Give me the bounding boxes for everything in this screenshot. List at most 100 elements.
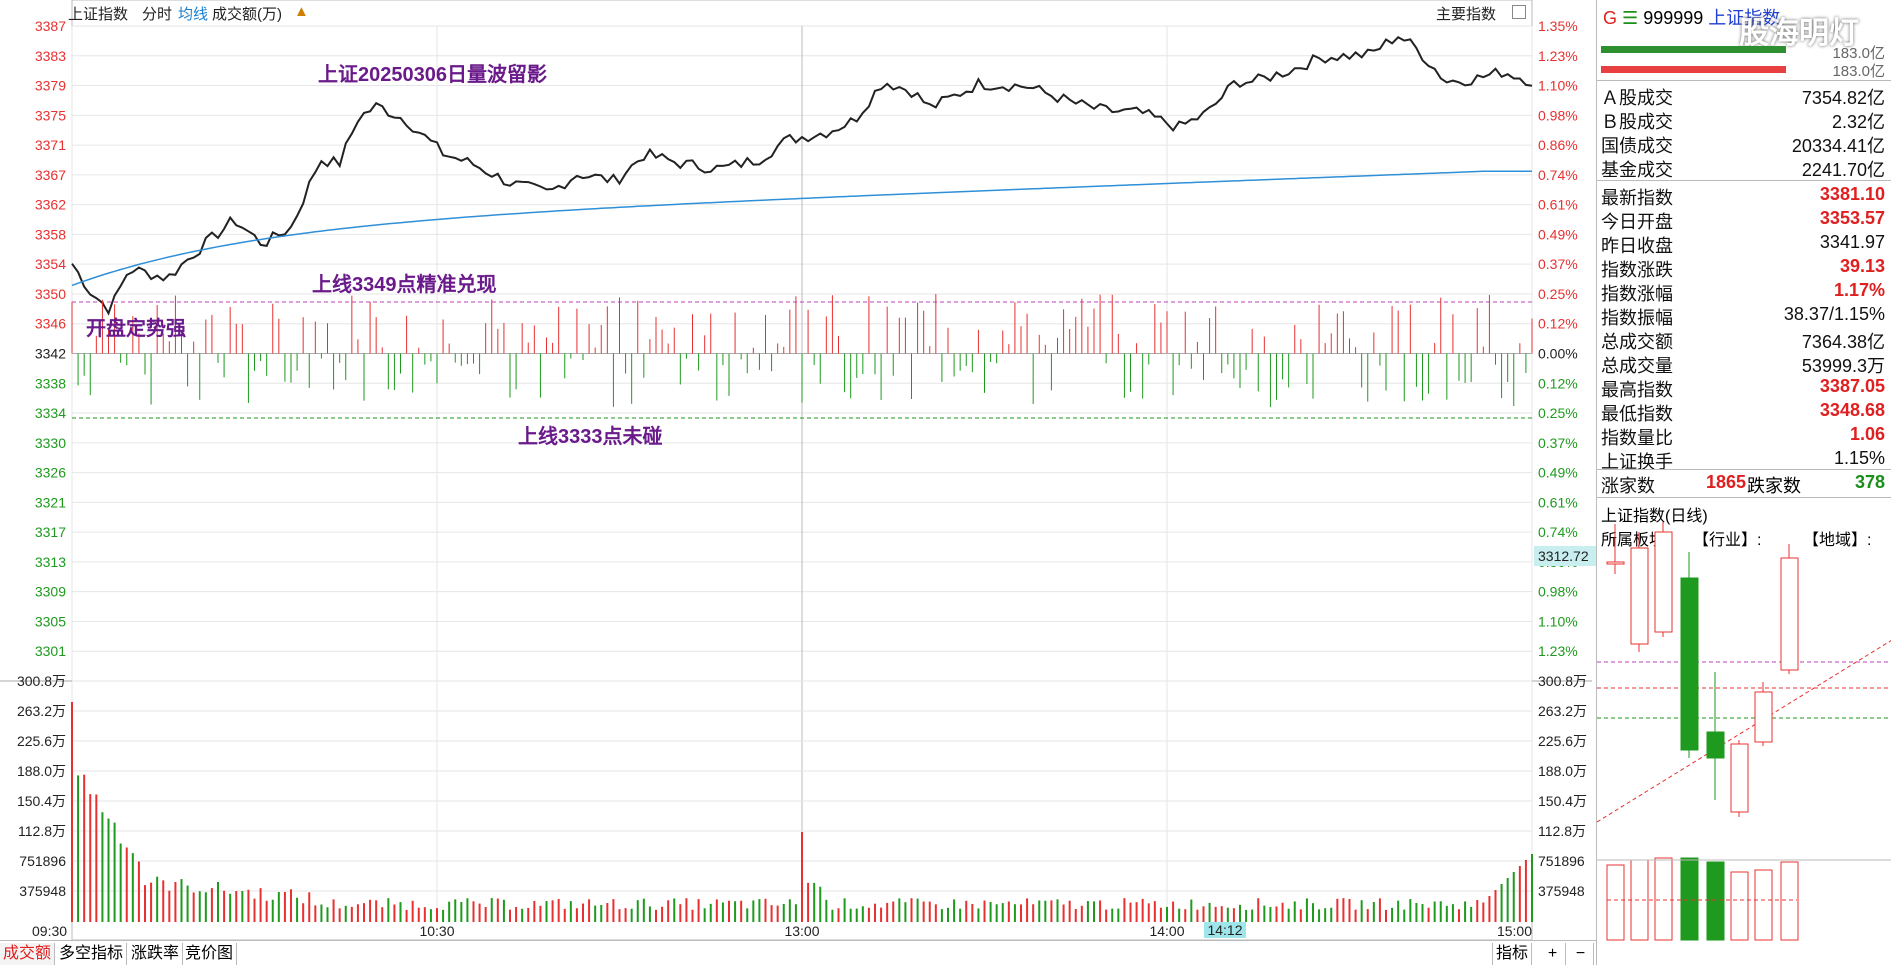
tab-turnover-indicator[interactable]: 成交额 bbox=[0, 943, 56, 965]
volume-bar-green bbox=[1601, 46, 1786, 53]
price-tick-left: 3334 bbox=[35, 405, 66, 421]
price-tick-left: 3362 bbox=[35, 197, 66, 213]
pct-tick-right: 0.61% bbox=[1538, 494, 1578, 510]
watermark-logo: 股海明灯 bbox=[1739, 17, 1859, 50]
turnover-label: Ｂ股成交 bbox=[1601, 112, 1673, 132]
stat-value: 39.13 bbox=[1839, 256, 1885, 276]
price-tick-left: 3338 bbox=[35, 375, 66, 391]
pct-tick-right: 0.12% bbox=[1538, 316, 1578, 332]
tab-auction[interactable]: 竞价图 bbox=[182, 943, 238, 965]
current-label-box bbox=[1534, 546, 1596, 566]
intraday-chart[interactable]: 3387 1.35% 3383 1.23% 3379 1.10% 3375 0.98% 3371… bbox=[0, 0, 1596, 965]
vol-tick-right: 263.2万 bbox=[1538, 703, 1587, 719]
stat-value: 3341.97 bbox=[1819, 232, 1885, 252]
stat-label: 最新指数 bbox=[1601, 188, 1673, 208]
pct-tick-right: 0.74% bbox=[1538, 524, 1578, 540]
pct-tick-right: 1.23% bbox=[1538, 643, 1578, 659]
stat-value: 1.15% bbox=[1833, 448, 1885, 468]
stat-label: 指数振幅 bbox=[1601, 308, 1673, 328]
vol-tick-right: 188.0万 bbox=[1538, 763, 1587, 779]
group-marker: G bbox=[1603, 8, 1618, 28]
pct-tick-right: 0.61% bbox=[1538, 197, 1578, 213]
annotation-line2: 上线3333点未碰 bbox=[518, 426, 663, 448]
stat-label: 总成交量 bbox=[1601, 356, 1673, 376]
pct-tick-right: 0.00% bbox=[1538, 346, 1578, 362]
pct-tick-right: 0.25% bbox=[1538, 405, 1578, 421]
average-line bbox=[71, 170, 1532, 287]
stat-label: 总成交额 bbox=[1601, 332, 1673, 352]
zoom-out-button[interactable]: − bbox=[1568, 943, 1594, 965]
menu-icon[interactable]: ☰ bbox=[1622, 8, 1639, 28]
kline-candle bbox=[1606, 561, 1625, 565]
vol-tick-left: 112.8万 bbox=[18, 823, 66, 839]
chart-header: 上证指数 分时 均线 成交额(万) ▲ 主要指数 bbox=[0, 0, 1600, 24]
kline-candle bbox=[1680, 577, 1699, 751]
pct-tick-right: 0.86% bbox=[1538, 137, 1578, 153]
turnover-label: Ａ股成交 bbox=[1601, 88, 1673, 108]
tab-minute[interactable]: 分时 bbox=[142, 6, 173, 23]
kline-volume bbox=[1606, 864, 1625, 941]
panel-toggle-icon[interactable] bbox=[1512, 5, 1526, 19]
time-cursor: 14:12 bbox=[1207, 922, 1242, 938]
tab-turnover[interactable]: 成交额(万) bbox=[212, 6, 282, 23]
index-name: 上证指数 bbox=[1708, 8, 1781, 28]
stat-row: 总成交额 7364.38亿 bbox=[1601, 328, 1885, 352]
kline-candle bbox=[1706, 731, 1725, 759]
turnover-label: 国债成交 bbox=[1601, 136, 1673, 156]
price-tick-left: 3367 bbox=[35, 167, 66, 183]
turnover-value: 20334.41亿 bbox=[1791, 136, 1885, 156]
stat-label: 最低指数 bbox=[1601, 404, 1673, 424]
pct-tick-right: 0.12% bbox=[1538, 375, 1578, 391]
current-label: 3312.72 bbox=[1538, 548, 1589, 564]
bell-icon[interactable]: ▲ bbox=[294, 3, 309, 20]
stat-value: 3381.10 bbox=[1819, 184, 1885, 204]
daily-kline-chart[interactable] bbox=[1597, 522, 1891, 962]
price-tick-left: 3354 bbox=[35, 256, 66, 272]
stat-value: 1.17% bbox=[1833, 280, 1885, 300]
tab-long-short[interactable]: 多空指标 bbox=[56, 943, 128, 965]
down-count: 378 bbox=[1854, 472, 1885, 492]
pct-tick-right: 1.23% bbox=[1538, 48, 1578, 64]
pct-tick-right: 1.10% bbox=[1538, 613, 1578, 629]
price-tick-left: 3309 bbox=[35, 584, 66, 600]
price-tick-left: 3317 bbox=[35, 524, 66, 540]
tab-advance-decline[interactable]: 涨跌率 bbox=[128, 943, 184, 965]
tab-average-line[interactable]: 均线 bbox=[178, 6, 209, 23]
industry-label: 【行业】: bbox=[1693, 532, 1762, 549]
vol-tick-left: 375948 bbox=[19, 883, 66, 899]
price-tick-left: 3326 bbox=[35, 465, 66, 481]
indicator-button[interactable]: 指标 bbox=[1492, 943, 1533, 965]
stat-value: 3348.68 bbox=[1819, 400, 1885, 420]
pct-tick-right: 0.49% bbox=[1538, 226, 1578, 242]
stat-row: 上证换手 1.15% bbox=[1601, 448, 1885, 472]
annotation-opening: 开盘定势强 bbox=[86, 318, 186, 340]
price-tick-left: 3350 bbox=[35, 286, 66, 302]
vol-tick-right: 375948 bbox=[1538, 883, 1585, 899]
turnover-row: Ａ股成交 7354.82亿 bbox=[1601, 84, 1885, 108]
stat-value: 38.37/1.15% bbox=[1783, 304, 1885, 324]
up-count-label: 涨家数 bbox=[1601, 476, 1655, 496]
price-tick-left: 3305 bbox=[35, 613, 66, 629]
pct-tick-right: 0.98% bbox=[1538, 584, 1578, 600]
kline-trendline bbox=[1597, 640, 1891, 823]
stat-row: 指数量比 1.06 bbox=[1601, 424, 1885, 448]
price-tick-left: 3387 bbox=[35, 18, 66, 34]
zoom-in-button[interactable]: + bbox=[1540, 943, 1566, 965]
vol-tick-left: 751896 bbox=[19, 853, 66, 869]
price-tick-left: 3346 bbox=[35, 316, 66, 332]
price-tick-left: 3383 bbox=[35, 48, 66, 64]
kline-volume bbox=[1730, 871, 1749, 941]
turnover-row: 基金成交 2241.70亿 bbox=[1601, 156, 1885, 180]
annotation-line1: 上线3349点精准兑现 bbox=[312, 274, 497, 296]
stat-row: 指数振幅 38.37/1.15% bbox=[1601, 304, 1885, 328]
time-tick: 10:30 bbox=[419, 923, 454, 939]
bar-value-2: 183.0亿 bbox=[1832, 63, 1885, 80]
kline-volume bbox=[1706, 861, 1725, 941]
vol-tick-left: 188.0万 bbox=[17, 763, 66, 779]
stat-label: 指数涨幅 bbox=[1601, 284, 1673, 304]
main-index-label[interactable]: 主要指数 bbox=[1436, 6, 1497, 23]
vol-tick-right: 751896 bbox=[1538, 853, 1585, 869]
vol-tick-right: 150.4万 bbox=[1538, 793, 1587, 809]
turnover-row: 国债成交 20334.41亿 bbox=[1601, 132, 1885, 156]
up-count: 1865 bbox=[1706, 472, 1747, 492]
